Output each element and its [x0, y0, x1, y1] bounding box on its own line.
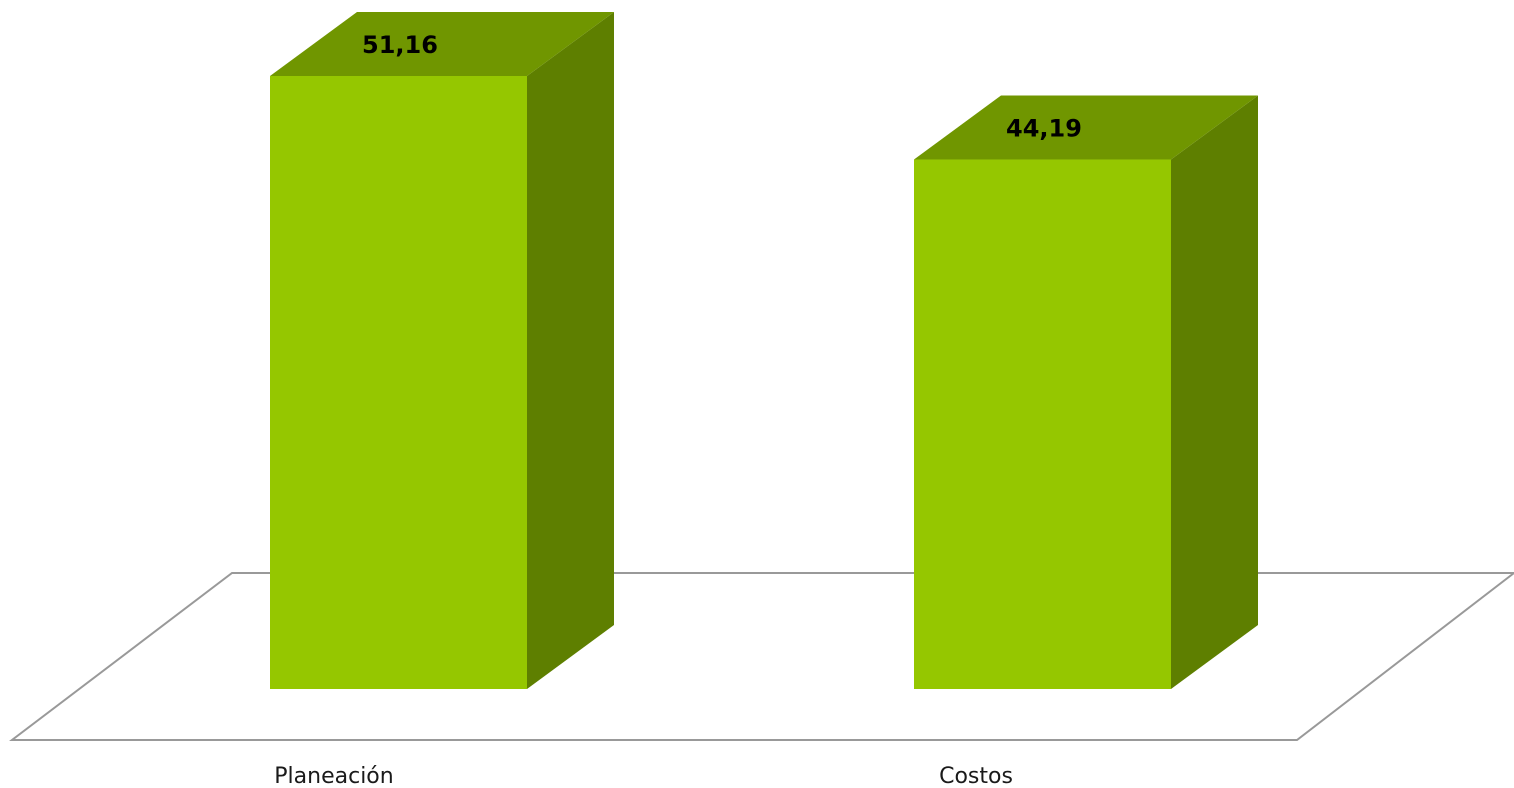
bars-group: 51,16 44,19	[270, 12, 1258, 690]
bar-side-planeacion	[527, 12, 614, 689]
category-label-costos: Costos	[939, 764, 1013, 788]
bar-side-costos	[1171, 95, 1258, 690]
bar-planeacion	[270, 76, 527, 689]
chart-floor	[9, 572, 1514, 741]
bar-costos	[914, 159, 1171, 690]
bar-top-planeacion	[270, 12, 614, 76]
value-label-planeacion: 51,16	[362, 31, 438, 59]
bar-top-costos	[914, 95, 1258, 160]
category-label-planeacion: Planeación	[274, 764, 393, 788]
value-label-costos: 44,19	[1006, 115, 1082, 143]
